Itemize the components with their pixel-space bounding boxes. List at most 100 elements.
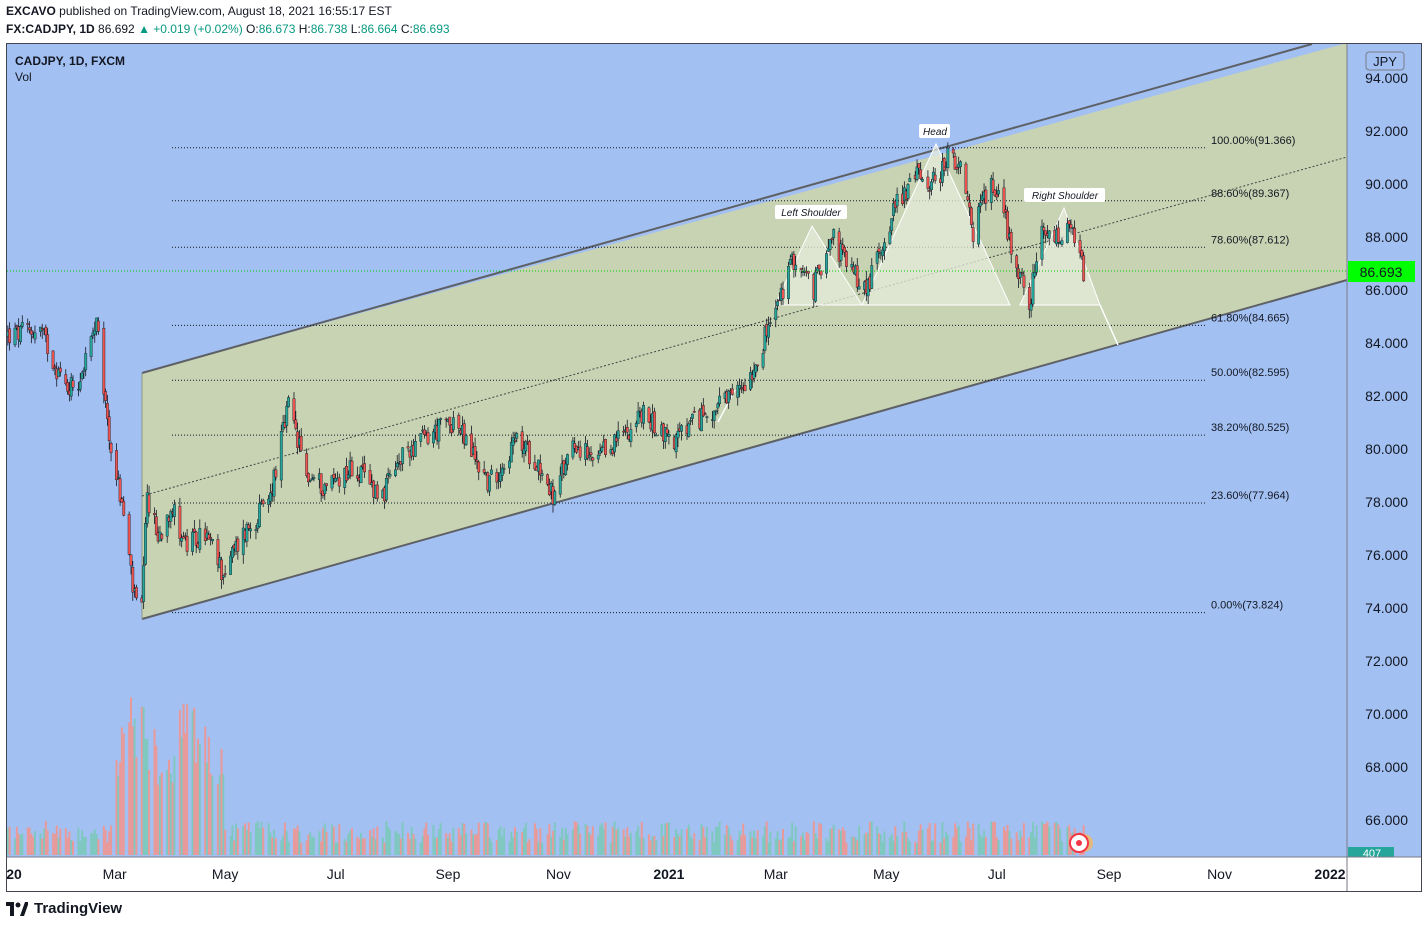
volume-bar (216, 784, 219, 855)
fib-level-label: 100.00%(91.366) (1211, 135, 1295, 147)
candle-body (995, 194, 999, 198)
candle-body (490, 469, 493, 475)
candle-body (299, 436, 303, 451)
volume-bar (841, 827, 844, 855)
candle-body (305, 453, 309, 476)
candle-body (154, 516, 158, 536)
volume-bar (349, 830, 352, 855)
candle-body (464, 435, 468, 446)
candle-body (578, 446, 582, 458)
candle-body (877, 248, 881, 252)
volume-bar (19, 834, 22, 855)
candle-body (614, 437, 618, 442)
volume-bar (521, 832, 524, 855)
volume-bar (629, 832, 632, 855)
volume-bar (515, 831, 518, 855)
volume-bar (704, 836, 707, 855)
candle-body (279, 430, 283, 481)
volume-bar (908, 841, 911, 855)
volume-bar (15, 826, 18, 855)
volume-bar (274, 838, 277, 855)
volume-bar (207, 736, 210, 855)
regression-channel (142, 43, 1347, 619)
price-axis[interactable]: 94.000 92.000 90.000 88.000 86.000 84.000 82.0… (1365, 70, 1408, 828)
candle-body (285, 405, 289, 426)
volume-bar (486, 823, 489, 855)
volume-bar (242, 826, 245, 855)
candle-body (850, 264, 854, 268)
volume-bar (1057, 824, 1060, 855)
volume-bar (129, 697, 132, 855)
volume-bar (70, 840, 73, 855)
candle-body (591, 457, 595, 461)
candle-body (220, 559, 223, 581)
candle-body (1047, 230, 1051, 239)
volume-bar (323, 823, 326, 855)
earnings-event-marker[interactable] (1069, 833, 1093, 853)
candle-body (355, 475, 359, 479)
volume-bar (566, 834, 569, 855)
volume-bar (865, 832, 868, 855)
volume-bar (812, 821, 815, 855)
tradingview-logo[interactable]: TradingView (6, 900, 122, 917)
volume-bar (14, 838, 17, 855)
volume-bar (408, 838, 411, 855)
volume-bar (1059, 828, 1062, 855)
candle-body (462, 423, 466, 445)
candle-body (979, 202, 982, 207)
volume-bar (1041, 821, 1044, 855)
volume-bars (6, 697, 1085, 855)
candle-body (292, 398, 296, 421)
candle-body (207, 534, 211, 540)
volume-bar (79, 840, 82, 855)
currency-label-box[interactable] (1365, 51, 1405, 71)
candle-body (1082, 255, 1086, 282)
volume-bar (553, 822, 556, 855)
candle-body (754, 364, 758, 373)
candle-body (636, 410, 640, 425)
volume-bar (1017, 840, 1020, 855)
volume-bar (209, 773, 212, 855)
volume-bar (160, 772, 163, 855)
volume-bar (336, 842, 339, 855)
time-tick-label: Nov (1207, 866, 1232, 882)
volume-bar (510, 831, 513, 855)
volume-bar (523, 828, 526, 855)
candle-body (84, 353, 88, 371)
candle-body (216, 539, 220, 565)
candle-body (426, 432, 430, 444)
volume-bar (1019, 830, 1022, 855)
time-axis[interactable]: 20 Mar May Jul Sep Nov 2021 Mar May Jul Sep Nov 2022 (6, 866, 1346, 882)
volume-bar (262, 827, 265, 855)
volume-bar (1030, 832, 1033, 855)
volume-bar (421, 835, 424, 855)
volume-bar (832, 824, 835, 855)
candle-body (705, 416, 709, 418)
volume-bar (312, 836, 315, 855)
volume-bar (1002, 826, 1005, 855)
volume-bar (407, 832, 410, 855)
candle-body (241, 527, 245, 555)
candle-body (855, 265, 859, 288)
candle-body (180, 537, 184, 542)
candle-body (752, 369, 756, 379)
volume-bar (131, 726, 134, 855)
candle-body (198, 528, 202, 550)
volume-bar (767, 842, 770, 855)
volume-bar (33, 831, 36, 855)
candle-body (33, 332, 37, 340)
time-tick-label: Mar (103, 866, 127, 882)
volume-bar (702, 827, 705, 855)
candle-body (71, 380, 75, 388)
volume-bar (983, 830, 986, 855)
volume-bar (952, 836, 955, 855)
volume-bar (724, 834, 727, 855)
brand-name: TradingView (34, 900, 123, 917)
price-tick-label: 76.000 (1365, 547, 1408, 563)
candle-body (231, 547, 234, 558)
volume-bar (642, 838, 645, 855)
volume-bar (245, 829, 248, 855)
author-name: EXCAVO (6, 4, 56, 18)
volume-bar (350, 828, 353, 855)
